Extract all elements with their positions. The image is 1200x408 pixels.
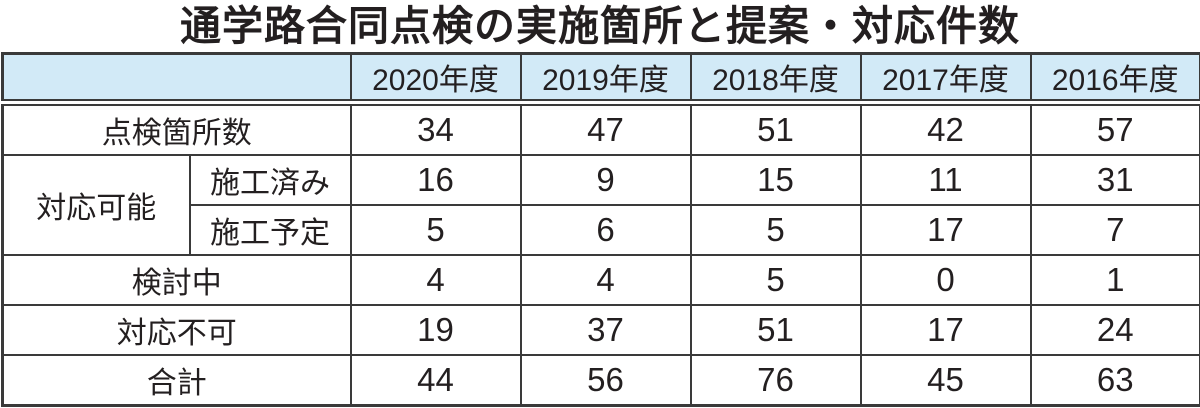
row-sublabel: 施工予定 bbox=[188, 204, 352, 256]
corner-cell bbox=[1, 52, 352, 106]
column-header-2019: 2019年度 bbox=[519, 52, 692, 106]
cell-value: 7 bbox=[1029, 204, 1200, 256]
column-header-2016: 2016年度 bbox=[1029, 52, 1200, 106]
cell-value: 51 bbox=[689, 304, 862, 356]
cell-value: 51 bbox=[689, 101, 862, 156]
cell-value: 45 bbox=[859, 354, 1032, 407]
table-row-not-possible: 対応不可 19 37 51 17 24 bbox=[1, 304, 1200, 356]
cell-value: 1 bbox=[1029, 254, 1200, 306]
column-header-2018: 2018年度 bbox=[689, 52, 862, 106]
cell-value: 24 bbox=[1029, 304, 1200, 356]
table-row-under-review: 検討中 4 4 5 0 1 bbox=[1, 254, 1200, 306]
cell-value: 4 bbox=[519, 254, 692, 306]
cell-value: 11 bbox=[859, 154, 1032, 206]
cell-value: 9 bbox=[519, 154, 692, 206]
row-group-label: 対応可能 bbox=[1, 154, 191, 256]
cell-value: 17 bbox=[859, 304, 1032, 356]
table-row-planned: 施工予定 5 6 5 17 7 bbox=[3, 204, 1200, 256]
cell-value: 63 bbox=[1029, 354, 1200, 407]
cell-value: 6 bbox=[519, 204, 692, 256]
table-row-inspected-locations: 点検箇所数 34 47 51 42 57 bbox=[1, 101, 1200, 156]
column-header-2017: 2017年度 bbox=[859, 52, 1032, 106]
page-title: 通学路合同点検の実施箇所と提案・対応件数 bbox=[180, 3, 1020, 49]
cell-value: 56 bbox=[519, 354, 692, 407]
row-label: 点検箇所数 bbox=[1, 101, 352, 156]
cell-value: 37 bbox=[519, 304, 692, 356]
cell-value: 16 bbox=[349, 154, 522, 206]
cell-value: 4 bbox=[349, 254, 522, 306]
cell-value: 44 bbox=[349, 354, 522, 407]
column-header-2020: 2020年度 bbox=[349, 52, 522, 106]
cell-value: 31 bbox=[1029, 154, 1200, 206]
cell-value: 19 bbox=[349, 304, 522, 356]
cell-value: 15 bbox=[689, 154, 862, 206]
cell-value: 42 bbox=[859, 101, 1032, 156]
cell-value: 5 bbox=[689, 254, 862, 306]
table-row-completed: 対応可能 施工済み 16 9 15 11 31 bbox=[1, 154, 1200, 256]
cell-value: 17 bbox=[859, 204, 1032, 256]
cell-value: 34 bbox=[349, 101, 522, 156]
table-row-total: 合計 44 56 76 45 63 bbox=[1, 354, 1200, 407]
cell-value: 5 bbox=[689, 204, 862, 256]
data-table: 2020年度 2019年度 2018年度 2017年度 2016年度 点検箇所数… bbox=[1, 52, 1200, 407]
cell-value: 76 bbox=[689, 354, 862, 407]
cell-value: 47 bbox=[519, 101, 692, 156]
table-header-row: 2020年度 2019年度 2018年度 2017年度 2016年度 bbox=[1, 52, 1200, 106]
cell-value: 5 bbox=[349, 204, 522, 256]
cell-value: 0 bbox=[859, 254, 1032, 306]
cell-value: 57 bbox=[1029, 101, 1200, 156]
row-sublabel: 施工済み bbox=[188, 154, 352, 206]
row-label: 合計 bbox=[1, 354, 352, 407]
row-label: 対応不可 bbox=[1, 304, 352, 356]
row-label: 検討中 bbox=[1, 254, 352, 306]
